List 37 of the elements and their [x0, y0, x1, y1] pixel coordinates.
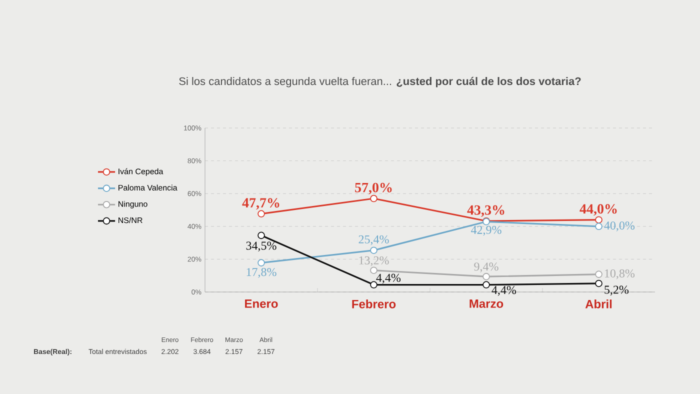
point	[595, 280, 602, 288]
x-tick-label: Abril	[585, 300, 612, 308]
data-label: 17,8%	[246, 268, 276, 278]
data-label: 4,4%	[492, 286, 516, 296]
point	[258, 232, 265, 240]
data-label: 44,0%	[580, 204, 617, 216]
legend-label: Iván Cepeda	[118, 168, 164, 176]
point	[370, 266, 378, 274]
x-tick-label: Enero	[245, 300, 278, 308]
data-label: 34,5%	[246, 242, 276, 252]
data-label: 42,9%	[470, 226, 502, 236]
legend-label: Ninguno	[118, 200, 148, 208]
legend-label: NS/NR	[118, 217, 142, 224]
point	[595, 222, 602, 230]
point	[595, 270, 602, 278]
point	[258, 259, 265, 266]
point	[595, 216, 602, 224]
point	[370, 246, 378, 254]
point	[482, 281, 490, 288]
data-label: 4,4%	[376, 274, 401, 284]
data-label: 47,7%	[242, 198, 280, 210]
data-label: 57,0%	[355, 182, 392, 194]
data-label: 25,4%	[358, 235, 389, 246]
data-label: 9,4%	[474, 262, 498, 272]
point	[258, 210, 265, 218]
data-label: 13,2%	[359, 256, 389, 266]
point	[370, 281, 378, 288]
data-label: 10,8%	[605, 269, 635, 280]
point	[370, 194, 378, 202]
data-label: 40,0%	[604, 221, 635, 232]
data-label: 5,2%	[604, 286, 629, 296]
legend-label: Paloma Valencia	[118, 184, 178, 191]
data-label: 43,3%	[467, 205, 504, 217]
x-tick-label: Marzo	[470, 300, 504, 308]
point	[482, 272, 490, 280]
x-tick-label: Febrero	[352, 300, 396, 308]
chart-title: Si los candidatos a segunda vuelta fueran... ¿usted por cuál de los dos votaria?	[179, 76, 581, 88]
